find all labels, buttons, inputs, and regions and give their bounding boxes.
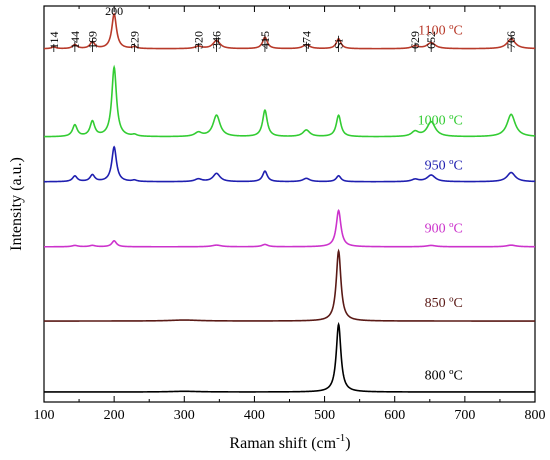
series-label-1: 850 ºC (425, 296, 463, 311)
series-label-2: 900 ºC (425, 222, 463, 237)
series-line-2 (44, 208, 535, 248)
peak-label-10: 629 (408, 31, 422, 49)
series-label-3: 950 ºC (425, 158, 463, 173)
peak-label-8: 474 (299, 31, 313, 49)
peak-label-5: 320 (191, 31, 205, 49)
plot-frame (43, 5, 536, 403)
series-line-3 (44, 145, 536, 183)
peak-label-1: 144 (68, 31, 82, 49)
series-line-1 (44, 248, 535, 322)
y-axis-title: Intensity (a.u.) (8, 157, 25, 251)
series-line-4 (44, 64, 536, 138)
x-tick-label-5: 600 (384, 408, 405, 423)
series-label-0: 800 ºC (425, 369, 463, 384)
x-axis-title-sup: -1 (336, 432, 345, 444)
x-axis-title-end: ) (345, 435, 350, 452)
x-axis: 100 200 300 400 500 600 700 800 (34, 6, 546, 423)
series-group (43, 12, 536, 393)
x-tick-label-6: 700 (454, 408, 475, 423)
x-tick-label-0: 100 (34, 408, 55, 423)
series-label-5: 1100 ºC (418, 24, 463, 39)
x-tick-label-4: 500 (314, 408, 335, 423)
x-tick-label-1: 200 (104, 408, 125, 423)
x-axis-title-main: Raman shift (cm (229, 435, 336, 452)
x-tick-label-3: 400 (244, 408, 265, 423)
peak-label-0: 114 (47, 31, 61, 49)
series-label-4: 1000 ºC (418, 113, 463, 128)
x-axis-title: Raman shift (cm-1) (229, 432, 350, 452)
peak-label-4: 229 (127, 31, 141, 49)
x-tick-label-2: 300 (174, 408, 195, 423)
series-line-5 (43, 12, 536, 50)
series-line-0 (44, 321, 535, 393)
series-label-group: 800 ºC 850 ºC 900 ºC 950 ºC 1000 ºC 1100 ºC (418, 24, 463, 384)
x-tick-label-7: 800 (525, 408, 546, 423)
